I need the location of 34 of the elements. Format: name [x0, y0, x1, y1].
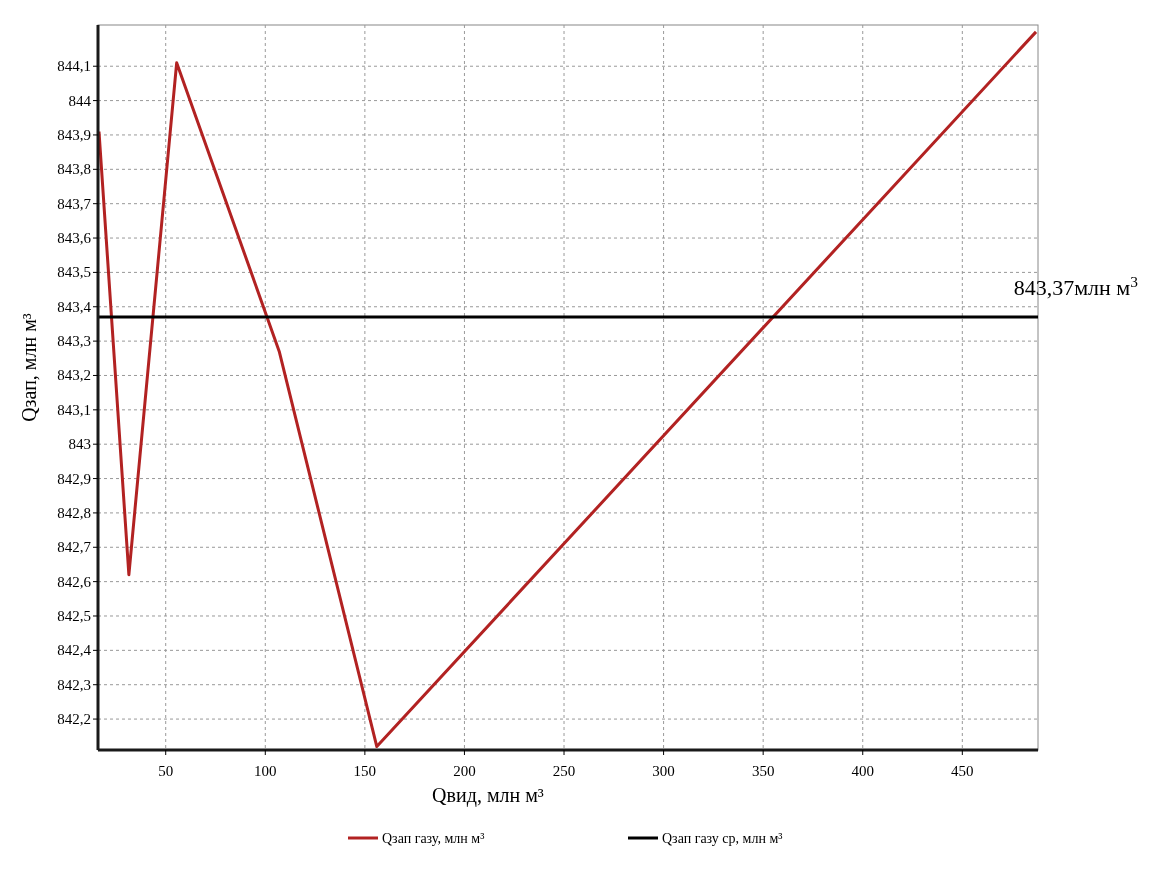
y-tick-label: 843,9	[57, 126, 91, 143]
y-tick-label: 843,5	[57, 264, 91, 281]
y-tick-label: 843,3	[57, 333, 91, 350]
x-tick-label: 150	[353, 763, 377, 779]
x-tick-label: 300	[652, 763, 675, 779]
y-tick-label: 843,7	[57, 195, 92, 212]
y-tick-label: 842,5	[57, 608, 91, 624]
x-axis-title: Qвид, млн м³	[432, 784, 544, 807]
y-tick-label: 843,6	[57, 230, 92, 247]
y-axis-title: Qзап, млн м³	[18, 313, 40, 422]
y-tick-label: 843,2	[57, 367, 91, 384]
y-tick-label: 843,1	[57, 401, 91, 418]
x-tick-label: 100	[254, 763, 277, 779]
x-tick-label: 350	[751, 763, 775, 779]
x-tick-label: 50	[158, 763, 174, 779]
y-tick-label: 843	[68, 436, 91, 453]
y-tick-label: 842,4	[57, 642, 92, 659]
y-tick-label: 842,2	[57, 711, 91, 728]
y-tick-label: 842,3	[57, 676, 91, 693]
y-tick-label: 842,9	[57, 470, 91, 487]
y-tick-label: 842,7	[57, 539, 92, 556]
legend-label: Qзап газу, млн м³	[382, 831, 485, 846]
y-tick-label: 842,8	[57, 504, 91, 521]
y-tick-label: 843,8	[57, 161, 91, 178]
y-tick-label: 842,6	[57, 573, 92, 590]
x-tick-label: 450	[951, 763, 974, 779]
x-tick-label: 400	[851, 763, 874, 779]
legend-label: Qзап газу ср, млн м³	[662, 831, 783, 846]
y-tick-label: 844,1	[57, 58, 91, 75]
x-tick-label: 200	[453, 763, 476, 779]
annotation: 843,37млн м$^{3}$	[1013, 272, 1139, 301]
y-tick-label: 844	[68, 92, 92, 109]
y-tick-label: 843,4	[57, 298, 92, 315]
x-tick-label: 250	[552, 763, 576, 779]
